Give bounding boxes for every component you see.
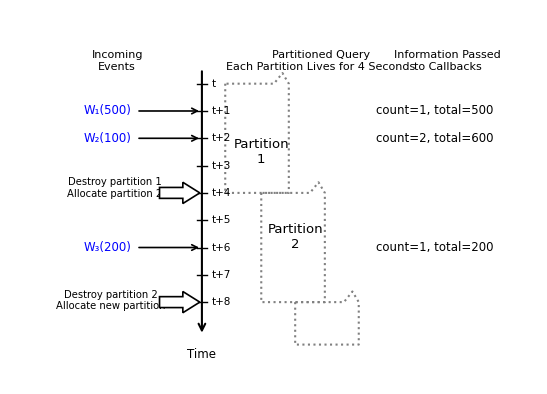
Text: count=1, total=500: count=1, total=500: [376, 104, 494, 117]
Text: count=2, total=600: count=2, total=600: [376, 132, 494, 145]
Text: t+8: t+8: [211, 297, 231, 307]
Text: t+6: t+6: [211, 243, 231, 253]
Text: Destroy partition 2
Allocate new partition: Destroy partition 2 Allocate new partiti…: [56, 290, 166, 311]
Text: W₃(200): W₃(200): [84, 241, 132, 254]
Text: Partition
1: Partition 1: [234, 138, 289, 166]
Text: t+7: t+7: [211, 270, 231, 280]
Text: count=1, total=200: count=1, total=200: [376, 241, 494, 254]
Polygon shape: [160, 292, 200, 313]
Text: Partitioned Query
Each Partition Lives for 4 Seconds: Partitioned Query Each Partition Lives f…: [226, 50, 415, 72]
Text: Information Passed
to Callbacks: Information Passed to Callbacks: [394, 50, 501, 72]
Text: t+5: t+5: [211, 215, 231, 225]
Text: Incoming
Events: Incoming Events: [91, 50, 143, 72]
Text: t+3: t+3: [211, 161, 231, 171]
Text: t+4: t+4: [211, 188, 231, 198]
Text: W₂(100): W₂(100): [84, 132, 132, 145]
Text: Partition
2: Partition 2: [267, 223, 323, 251]
Text: Destroy partition 1
Allocate partition 2: Destroy partition 1 Allocate partition 2: [67, 177, 162, 199]
Text: t+1: t+1: [211, 106, 231, 116]
Text: W₁(500): W₁(500): [84, 104, 132, 117]
Text: t+2: t+2: [211, 133, 231, 143]
Text: t: t: [211, 79, 216, 89]
Polygon shape: [160, 182, 200, 204]
Text: Time: Time: [188, 348, 217, 361]
